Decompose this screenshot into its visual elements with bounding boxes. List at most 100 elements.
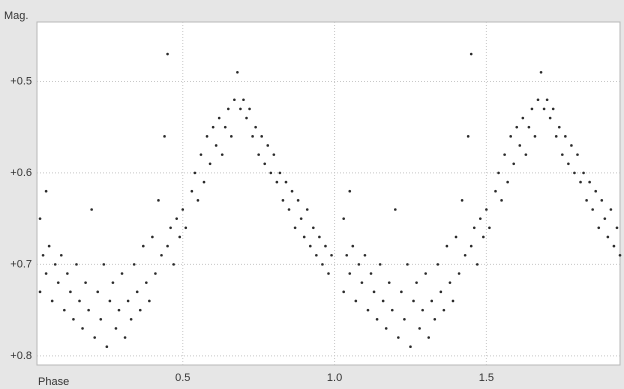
data-point [63,308,66,312]
data-point [521,116,525,120]
data-point [536,98,540,102]
data-point [482,235,485,239]
data-point [275,180,279,184]
data-point [236,71,239,74]
y-axis-label: Mag. [4,10,28,22]
data-point [430,299,434,303]
data-point [606,235,610,239]
data-point [442,308,446,312]
data-point [44,189,48,193]
data-point [305,208,309,211]
data-point [366,308,370,312]
data-point [72,317,75,321]
data-point [588,180,591,184]
data-point [488,226,491,230]
data-point [230,135,233,138]
data-point [439,290,443,294]
data-point [108,299,112,303]
data-point [117,308,121,312]
data-point [296,199,300,202]
data-point [384,327,388,330]
data-point [433,317,437,321]
data-point [378,263,382,266]
data-point [579,180,582,184]
data-point [570,144,573,147]
data-point [190,189,194,193]
x-axis-label: Phase [38,376,69,388]
data-point [390,308,394,312]
data-point [193,171,197,175]
data-point [436,263,440,266]
x-tick-label: 0.5 [175,372,190,384]
data-point [348,189,352,193]
data-point [220,153,224,156]
data-point [175,217,178,220]
data-point [248,107,251,111]
y-tick-label: +0.8 [10,350,32,362]
data-point [208,162,212,166]
data-point [397,336,400,339]
data-point [312,226,315,230]
data-point [169,226,172,230]
data-point [403,317,406,321]
data-point [345,253,349,257]
data-point [96,290,100,294]
data-point [567,162,570,166]
data-point [506,180,509,184]
data-point [494,189,497,193]
data-point [245,116,248,120]
data-point [387,281,391,284]
data-point [56,281,60,284]
data-point [53,263,57,266]
data-point [145,281,148,284]
data-point [418,327,421,330]
data-point [612,244,616,248]
data-point [585,199,588,202]
data-point [111,281,115,284]
data-point [184,226,188,230]
data-point [381,299,385,303]
data-point [205,135,209,138]
data-point [233,98,236,102]
data-point [363,253,367,257]
data-point [500,199,503,202]
data-point [618,253,622,257]
data-point [163,135,166,138]
data-point [102,263,106,266]
data-point [400,290,403,294]
data-point [66,272,69,275]
data-point [154,272,157,275]
data-point [342,217,345,220]
data-point [181,208,185,211]
data-point [466,135,470,138]
data-point [539,71,543,74]
data-point [114,327,118,330]
data-point [44,272,48,275]
data-point [548,116,552,120]
data-point [409,345,412,349]
data-point [603,217,607,220]
data-point [609,208,613,211]
data-point [551,107,555,111]
data-point [545,98,549,102]
data-point [427,336,431,339]
data-point [141,244,145,248]
data-point [615,226,619,230]
data-point [597,226,601,230]
data-point [214,144,218,147]
data-point [242,98,245,102]
data-point [81,327,84,330]
data-point [394,208,397,211]
data-point [503,153,506,156]
data-point [564,135,567,138]
data-point [263,162,267,166]
data-point [463,253,467,257]
data-point [50,299,54,303]
data-point [284,180,288,184]
data-point [415,281,418,284]
data-point [324,244,327,248]
data-point [533,135,537,138]
data-point [472,226,476,230]
